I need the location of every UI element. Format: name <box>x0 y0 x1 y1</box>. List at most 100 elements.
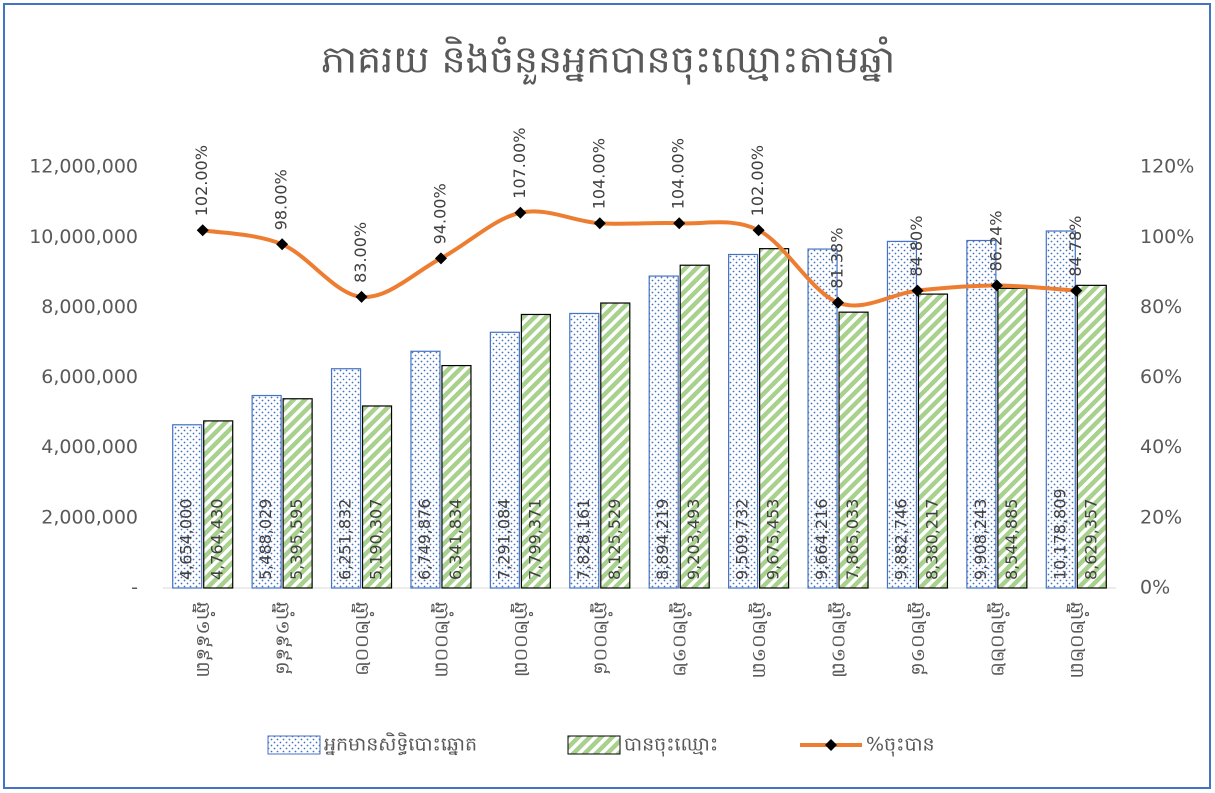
data-label: 7,799,371 <box>525 499 544 580</box>
bar <box>728 253 759 589</box>
data-label: 9,882,746 <box>891 499 910 580</box>
data-label: 8,380,217 <box>922 499 941 580</box>
data-label: 107.00% <box>510 128 529 199</box>
data-label: 102.00% <box>748 145 767 216</box>
x-tick-label: ឆ្នាំ២០១៣ <box>748 602 772 679</box>
bar <box>282 398 313 589</box>
bar <box>489 331 520 589</box>
chart-title: ភាគរយ និងចំនួនអ្នកបានចុះឈ្មោះតាមឆ្នាំ <box>321 36 895 86</box>
data-label: 9,664,216 <box>812 499 831 580</box>
data-label: 8,544,885 <box>1002 499 1021 580</box>
x-tick-label: ឆ្នាំ២០០៧ <box>510 602 534 677</box>
bar <box>997 287 1028 589</box>
x-tick-label: ឆ្នាំ២០០៨ <box>589 602 613 675</box>
bar <box>410 350 441 589</box>
data-label: 84.80% <box>907 216 926 277</box>
bar <box>838 311 869 589</box>
data-label: 5,190,307 <box>367 499 386 580</box>
bar <box>966 239 997 589</box>
y2-tick-label: 20% <box>1140 506 1182 528</box>
x-tick-label: ឆ្នាំ២០១៧ <box>828 602 852 678</box>
bar <box>172 424 203 589</box>
bar <box>917 293 949 589</box>
data-label: 4,764,430 <box>208 499 227 580</box>
marker <box>911 284 924 297</box>
bar <box>520 313 551 589</box>
x-tick-label: ឆ្នាំ១៩៩៣ <box>192 602 216 678</box>
data-label: 84.78% <box>1066 216 1085 277</box>
y2-tick-label: 40% <box>1140 436 1182 458</box>
data-label: 6,251,832 <box>336 499 355 580</box>
bar <box>330 368 362 589</box>
x-tick-label: ឆ្នាំ១៩៩៨ <box>272 602 296 675</box>
data-label: 9,203,493 <box>684 499 703 580</box>
data-label: 104.00% <box>669 138 688 209</box>
y-tick-label: 10,000,000 <box>29 226 138 248</box>
data-label: 81.38% <box>828 228 847 289</box>
marker <box>514 206 527 219</box>
data-label: 94.00% <box>430 183 449 244</box>
data-label: 4,654,000 <box>177 499 196 580</box>
data-label: 98.00% <box>272 169 291 230</box>
y-tick-label: 6,000,000 <box>41 366 138 388</box>
bar <box>886 240 918 589</box>
data-label: 5,395,595 <box>287 499 306 580</box>
legend-label: អ្នកមានសិទ្ធិបោះឆ្នោត <box>324 732 477 756</box>
y-tick-label: 2,000,000 <box>41 506 138 528</box>
bar <box>807 248 838 589</box>
data-label: 83.00% <box>351 222 370 283</box>
marker <box>1070 284 1083 297</box>
legend-swatch <box>267 735 321 755</box>
bar <box>679 264 710 589</box>
data-label: 7,828,161 <box>574 499 593 580</box>
bar <box>600 302 631 589</box>
y2-tick-label: 60% <box>1140 366 1182 388</box>
data-label: 102.00% <box>192 145 211 216</box>
marker <box>355 290 368 303</box>
bar <box>1076 284 1107 589</box>
marker <box>276 238 289 251</box>
marker <box>832 296 845 309</box>
marker <box>752 224 765 237</box>
y2-tick-label: 120% <box>1140 156 1194 178</box>
data-label: 6,341,834 <box>446 499 465 580</box>
marker <box>990 279 1003 292</box>
y2-tick-label: 100% <box>1140 226 1194 248</box>
legend-label: %ចុះបាន <box>866 734 935 758</box>
legend-marker <box>825 739 837 751</box>
bar <box>251 394 282 589</box>
bar <box>759 248 790 589</box>
y-tick-label: 4,000,000 <box>41 436 138 458</box>
x-tick-label: ឆ្នាំ២០១២ <box>669 602 693 677</box>
data-label: 86.24% <box>986 211 1005 272</box>
y-tick-label: - <box>131 577 138 599</box>
data-label: 8,629,357 <box>1081 499 1100 580</box>
bar <box>203 420 234 589</box>
y-tick-label: 12,000,000 <box>29 156 138 178</box>
marker <box>434 252 447 265</box>
x-tick-label: ឆ្នាំ២០២២ <box>986 602 1010 677</box>
data-label: 104.00% <box>589 138 608 209</box>
bar <box>648 275 679 589</box>
marker <box>673 217 686 230</box>
data-label: 9,509,732 <box>733 499 752 580</box>
data-label: 9,675,453 <box>764 499 783 580</box>
data-label: 7,291,084 <box>494 499 513 580</box>
x-tick-label: ឆ្នាំ២០០៣ <box>430 602 454 678</box>
marker <box>593 217 606 230</box>
data-label: 5,488,029 <box>256 499 275 580</box>
data-label: 8,894,219 <box>653 499 672 580</box>
data-label: 10,178,809 <box>1050 488 1069 580</box>
legend-swatch <box>567 735 621 755</box>
x-tick-label: ឆ្នាំ២០០២ <box>351 602 375 676</box>
data-label: 8,125,529 <box>605 499 624 580</box>
data-label: 7,865,033 <box>843 499 862 580</box>
bar <box>441 364 472 589</box>
x-tick-label: ឆ្នាំ២០២៣ <box>1066 602 1090 679</box>
y2-tick-label: 80% <box>1140 296 1182 318</box>
marker <box>196 224 209 237</box>
bar <box>569 312 600 589</box>
legend-label: បានចុះឈ្មោះ <box>624 734 718 758</box>
y2-tick-label: 0% <box>1140 577 1170 599</box>
